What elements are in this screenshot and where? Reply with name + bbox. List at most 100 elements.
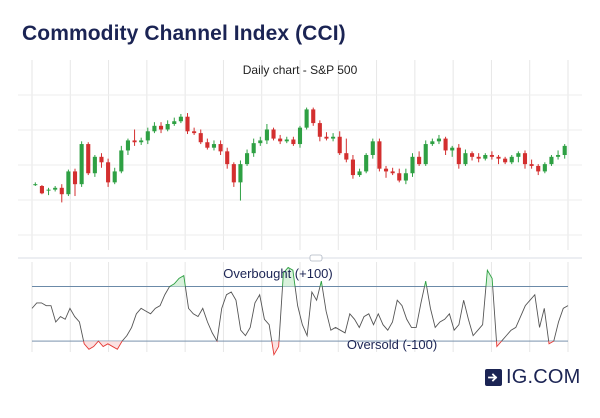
- candle: [522, 150, 528, 169]
- candle-body: [337, 136, 342, 154]
- candle-body: [403, 173, 408, 181]
- candle-body: [542, 164, 547, 172]
- candle-body: [66, 171, 71, 195]
- candle: [503, 156, 508, 165]
- candle: [297, 125, 303, 148]
- candle: [556, 150, 561, 160]
- candle-body: [469, 153, 475, 157]
- candle: [516, 151, 521, 163]
- candle-body: [284, 139, 289, 142]
- grid-layer: [18, 60, 582, 352]
- candle: [185, 113, 190, 135]
- candle-body: [132, 140, 137, 143]
- candle-body: [211, 144, 217, 148]
- candle-body: [39, 186, 44, 194]
- candle-body: [410, 156, 415, 174]
- candle: [377, 138, 382, 172]
- candle-body: [522, 153, 528, 165]
- candle-body: [158, 125, 164, 130]
- candle: [106, 158, 111, 187]
- candle-body: [238, 164, 243, 183]
- candle-body: [311, 109, 316, 124]
- candle: [476, 153, 481, 163]
- candle-body: [463, 153, 468, 165]
- candle: [238, 160, 243, 201]
- candles-layer: [33, 107, 567, 203]
- candle: [178, 113, 183, 124]
- candle: [357, 168, 362, 177]
- candle-body: [59, 187, 64, 195]
- candle: [192, 127, 197, 135]
- candle-body: [357, 171, 362, 176]
- candle-body: [86, 144, 91, 174]
- candle-body: [119, 150, 124, 172]
- candle-body: [496, 156, 501, 159]
- candle: [86, 142, 91, 176]
- candle: [350, 155, 355, 179]
- candle: [390, 167, 395, 176]
- candle: [417, 151, 422, 166]
- candle-body: [383, 168, 389, 172]
- candle: [112, 167, 117, 185]
- candle: [562, 144, 567, 159]
- candle: [423, 140, 428, 166]
- oversold-fill: [32, 341, 568, 355]
- candle: [53, 186, 58, 192]
- candle: [132, 129, 137, 146]
- candle: [344, 138, 349, 163]
- candle: [152, 122, 157, 134]
- candle-body: [317, 123, 322, 137]
- candle: [46, 187, 51, 196]
- candle-body: [549, 156, 554, 165]
- candle-body: [33, 184, 38, 186]
- candle: [324, 132, 329, 141]
- candle: [370, 138, 375, 159]
- candle: [463, 149, 468, 166]
- candle: [165, 120, 170, 132]
- candle: [99, 153, 104, 168]
- candle: [39, 185, 44, 195]
- candle: [119, 145, 124, 174]
- candle: [231, 162, 236, 187]
- candle-body: [192, 131, 197, 134]
- candle-body: [185, 116, 190, 132]
- candle: [139, 137, 144, 145]
- candle: [251, 138, 256, 157]
- candle: [509, 155, 514, 165]
- candle-body: [172, 121, 177, 124]
- candle-body: [529, 164, 534, 166]
- candle-body: [397, 173, 402, 181]
- candle: [278, 134, 283, 145]
- candle: [211, 140, 217, 151]
- candle: [92, 155, 97, 177]
- candle: [542, 162, 547, 174]
- candle: [469, 151, 475, 161]
- candle-body: [489, 155, 494, 157]
- candle: [430, 138, 435, 146]
- candle-body: [476, 156, 481, 159]
- candle: [436, 134, 442, 145]
- candle-body: [99, 156, 104, 163]
- candle: [59, 184, 64, 203]
- candle: [549, 155, 554, 166]
- candle-body: [152, 125, 157, 132]
- candle-body: [205, 142, 210, 148]
- candle-body: [443, 138, 448, 151]
- logo-text: IG.COM: [506, 366, 581, 388]
- candle: [397, 168, 402, 183]
- candle: [145, 127, 150, 145]
- candle: [218, 140, 223, 155]
- candle: [66, 169, 71, 197]
- candle: [483, 153, 488, 161]
- candle-body: [46, 189, 51, 191]
- ig-logo: IG.COM: [485, 366, 581, 389]
- candle-body: [245, 153, 250, 165]
- candle: [172, 117, 177, 126]
- candle: [410, 153, 415, 177]
- candle: [403, 168, 408, 185]
- candle-body: [436, 138, 442, 142]
- candle-body: [430, 141, 435, 145]
- candle: [337, 131, 342, 155]
- candle-body: [264, 129, 269, 141]
